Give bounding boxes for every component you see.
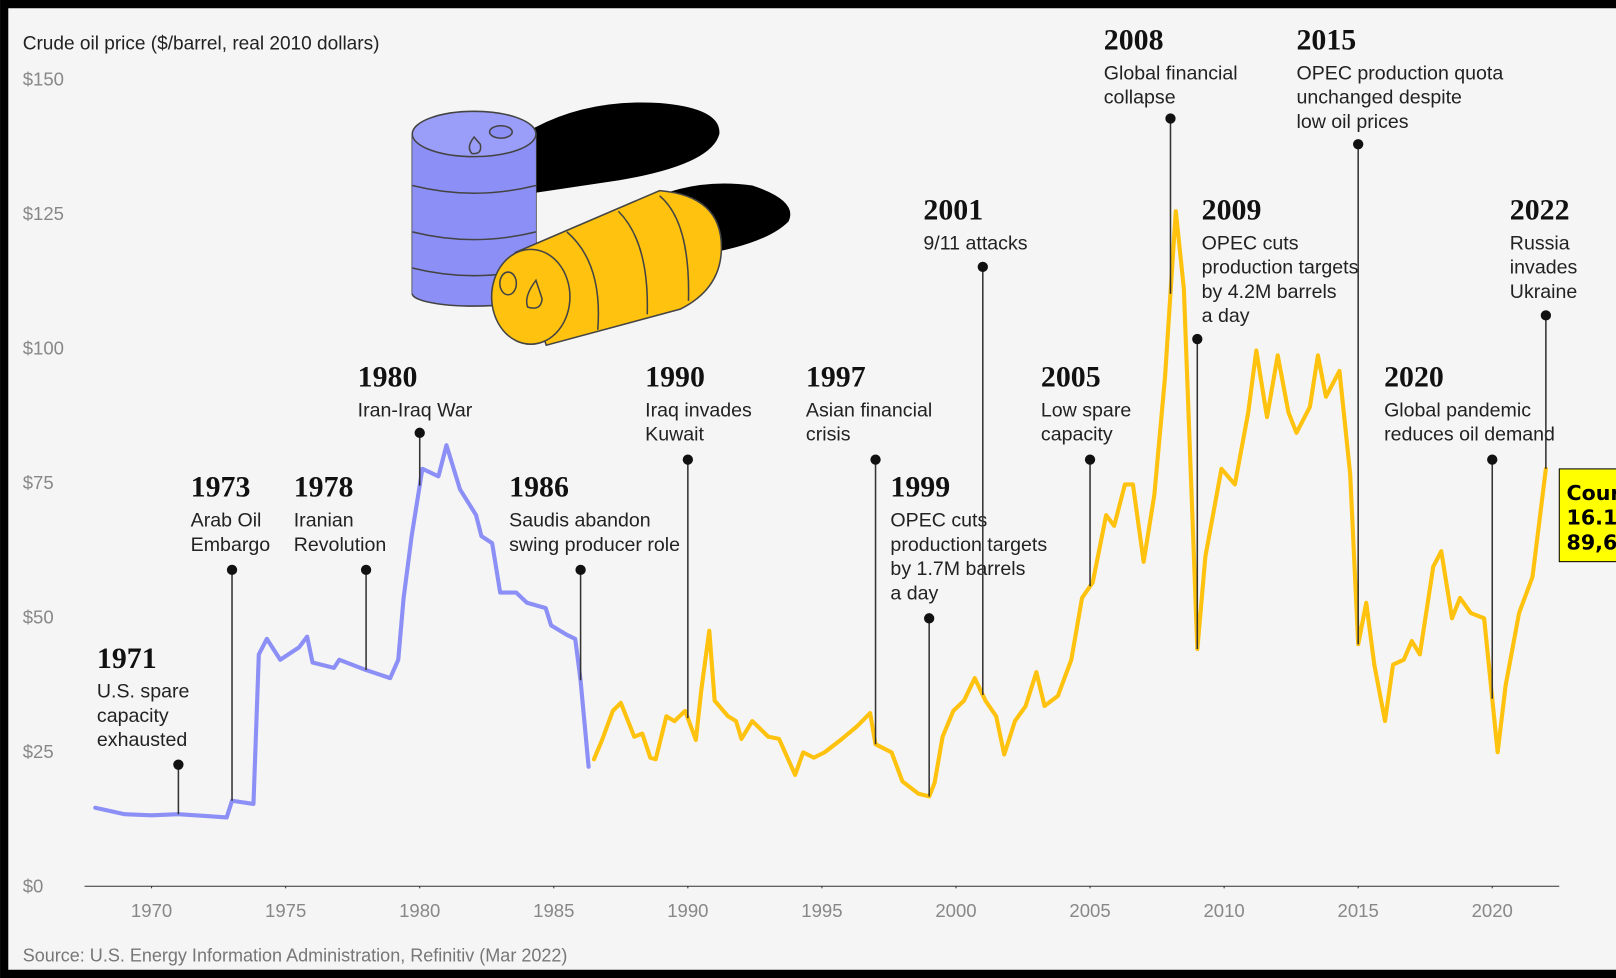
y-tick-label: $125 [23, 203, 64, 224]
annotation-text: OPEC production quota [1296, 62, 1503, 84]
annotation-dot [226, 564, 238, 576]
annotation-year: 2008 [1104, 23, 1164, 56]
annotation-text: by 4.2M barrels [1202, 281, 1337, 303]
annotation-dot [414, 427, 425, 438]
annotation-dot [1192, 333, 1203, 345]
x-tick-label: 1995 [801, 900, 842, 921]
annotation-text: Ukraine [1510, 281, 1578, 303]
annotation-dot [1084, 454, 1096, 465]
annotation-dot [977, 261, 988, 273]
annotation-text: OPEC cuts [1202, 232, 1299, 254]
x-tick-label: 1975 [265, 900, 306, 921]
annotation-year: 2022 [1510, 194, 1570, 227]
annotation-text: a day [890, 582, 938, 604]
x-tick-label: 1985 [533, 900, 574, 921]
overlay-text: Cour [1566, 481, 1616, 505]
source: Source: U.S. Energy Information Administ… [23, 946, 568, 966]
overlay-text: 89,6 [1566, 530, 1616, 554]
y-tick-label: $25 [23, 741, 54, 762]
annotation-dot [1540, 310, 1552, 321]
overlay-text: 16.1 [1566, 506, 1616, 530]
annotation-text: reduces oil demand [1384, 424, 1555, 446]
barrels-illustration [411, 102, 791, 347]
annotation-text: capacity [97, 705, 169, 727]
annotation-year: 2009 [1202, 194, 1262, 227]
annotation-text: Low spare [1041, 399, 1131, 421]
annotation-dot [1165, 113, 1176, 124]
x-tick-label: 2000 [935, 900, 976, 921]
y-tick-label: $150 [23, 69, 64, 90]
annotation-text: swing producer role [509, 534, 680, 556]
annotation-text: Global pandemic [1384, 399, 1531, 421]
annotation-text: Revolution [294, 534, 387, 556]
x-tick-label: 2005 [1069, 900, 1110, 921]
annotation-text: a day [1202, 305, 1250, 327]
annotation-text: Embargo [191, 534, 271, 556]
x-tick-label: 2010 [1203, 900, 1244, 921]
y-tick-label: $75 [23, 472, 54, 493]
price-line [591, 209, 1548, 799]
annotation-year: 1978 [294, 471, 354, 504]
annotation-dot [173, 759, 184, 770]
annotation-year: 1986 [509, 471, 569, 504]
annotation-text: low oil prices [1296, 111, 1408, 133]
annotation-text: capacity [1041, 424, 1113, 446]
annotation-year: 1980 [358, 360, 418, 393]
annotation-year: 2001 [923, 194, 983, 227]
x-tick-label: 1970 [131, 900, 172, 921]
annotation-text: OPEC cuts [890, 510, 987, 532]
annotation-year: 1997 [806, 360, 866, 393]
x-tick-label: 2020 [1472, 900, 1513, 921]
x-tick-label: 2015 [1338, 900, 1379, 921]
annotation-year: 2005 [1041, 360, 1101, 393]
annotation-text: by 1.7M barrels [890, 558, 1025, 580]
x-tick-label: 1990 [667, 900, 708, 921]
annotation-dot [1487, 454, 1498, 465]
annotation-text: production targets [1202, 257, 1359, 279]
annotation-dot [924, 613, 935, 624]
annotation-text: exhausted [97, 729, 187, 751]
annotation-year: 2020 [1384, 360, 1444, 393]
axis-title: Crude oil price ($/barrel, real 2010 dol… [23, 33, 380, 54]
annotation-text: U.S. spare [97, 681, 190, 703]
annotation-text: Iran-Iraq War [358, 399, 473, 421]
y-tick-label: $100 [23, 338, 64, 359]
annotation-text: Saudis abandon [509, 510, 651, 532]
annotation-text: production targets [890, 534, 1047, 556]
annotation-text: Global financial [1104, 62, 1238, 84]
annotation-year: 1971 [97, 642, 157, 675]
annotation-text: Asian financial [806, 399, 932, 421]
overlay-background [1558, 468, 1616, 563]
annotation-text: Russia [1510, 232, 1570, 254]
annotation-dot [575, 564, 586, 576]
annotation-text: collapse [1104, 87, 1176, 109]
annotation-text: 9/11 attacks [923, 232, 1027, 254]
y-tick-label: $50 [23, 606, 54, 627]
annotation-text: Kuwait [645, 424, 704, 446]
annotation-dot [1353, 139, 1364, 150]
annotation-year: 1973 [191, 471, 251, 504]
annotation-year: 1990 [645, 360, 705, 393]
y-tick-label: $0 [23, 875, 44, 896]
annotation-dot [360, 564, 372, 576]
annotation-year: 2015 [1296, 23, 1356, 56]
annotation-text: invades [1510, 257, 1578, 279]
annotation-dot [870, 454, 881, 465]
annotation-text: Iraq invades [645, 399, 752, 421]
annotation-text: unchanged despite [1296, 87, 1462, 109]
annotation-year: 1999 [890, 471, 950, 504]
annotation-text: Iranian [294, 510, 354, 532]
annotation-text: crisis [806, 424, 851, 446]
annotation-text: Arab Oil [191, 510, 262, 532]
x-tick-label: 1980 [399, 900, 440, 921]
annotation-dot [682, 454, 693, 465]
